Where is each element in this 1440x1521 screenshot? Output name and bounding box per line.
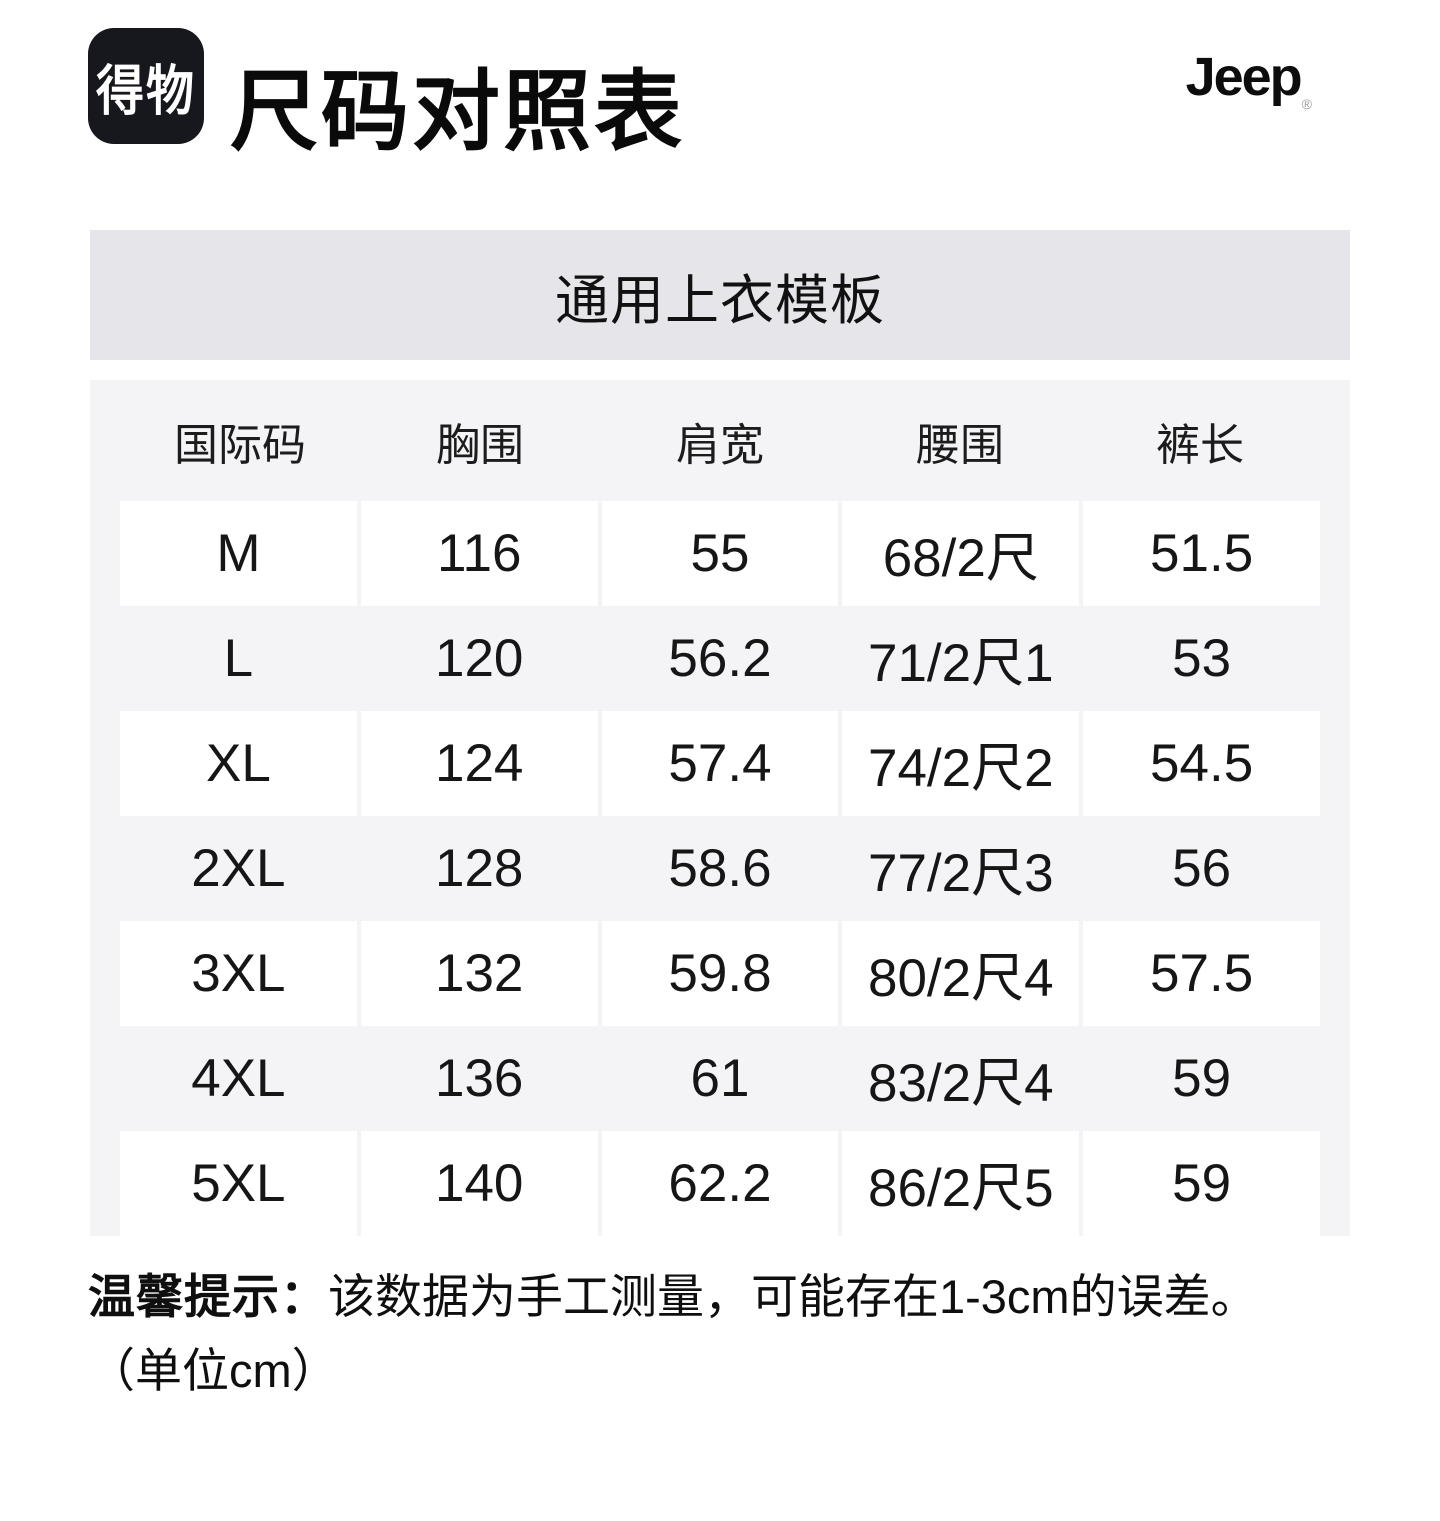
size-cell: XL xyxy=(120,711,357,816)
measurement-cell: 124 xyxy=(360,711,598,816)
measurement-cell: 51.5 xyxy=(1083,501,1320,606)
table-row: XL 124 57.4 74/2尺2 54.5 xyxy=(120,711,1320,816)
measurement-cell: 74/2尺2 xyxy=(842,711,1080,816)
measurement-cell: 59.8 xyxy=(601,921,839,1026)
column-header: 腰围 xyxy=(916,420,1004,470)
measurement-cell: 61 xyxy=(690,1049,750,1108)
note-text: 该数据为手工测量，可能存在1-3cm的误差。 xyxy=(328,1270,1258,1323)
note-label: 温馨提示： xyxy=(88,1270,328,1323)
page-title: 尺码对照表 xyxy=(230,62,686,161)
size-cell: 3XL xyxy=(120,921,357,1026)
table-body: M 116 55 68/2尺 51.5 L 120 56.2 71/2尺1 53 XL 124 57.4… xyxy=(120,501,1320,1236)
measurement-cell: 57.5 xyxy=(1083,921,1320,1026)
page-header: 得物 尺码对照表 Jeep® xyxy=(0,0,1440,156)
measurement-cell: 128 xyxy=(434,839,524,898)
column-header: 国际码 xyxy=(174,420,306,470)
measurement-cell: 116 xyxy=(360,501,598,606)
dewu-logo-text: 得物 xyxy=(95,62,196,122)
template-banner: 通用上衣模板 xyxy=(90,230,1350,360)
column-header: 裤长 xyxy=(1156,420,1244,470)
unit-line: （单位cm） xyxy=(88,1344,339,1397)
size-cell: 5XL xyxy=(120,1131,357,1236)
registered-trademark-icon: ® xyxy=(1301,96,1312,112)
table-row: 5XL 140 62.2 86/2尺5 59 xyxy=(120,1131,1320,1236)
jeep-brand-text: Jeep xyxy=(1185,47,1303,107)
measurement-cell: 57.4 xyxy=(601,711,839,816)
dewu-logo: 得物 xyxy=(88,28,204,144)
measurement-cell: 53 xyxy=(1172,629,1232,688)
measurement-cell: 132 xyxy=(360,921,598,1026)
table-row: M 116 55 68/2尺 51.5 xyxy=(120,501,1320,606)
size-cell: M xyxy=(120,501,357,606)
measurement-cell: 83/2尺4 xyxy=(867,1053,1054,1113)
measurement-cell: 62.2 xyxy=(601,1131,839,1236)
column-header: 胸围 xyxy=(436,420,524,470)
measurement-cell: 59 xyxy=(1172,1049,1232,1108)
table-row: 2XL 128 58.6 77/2尺3 56 xyxy=(120,816,1320,921)
size-cell: 2XL xyxy=(191,839,286,898)
measurement-cell: 77/2尺3 xyxy=(867,843,1054,903)
table-row: 3XL 132 59.8 80/2尺4 57.5 xyxy=(120,921,1320,1026)
table-row: 4XL 136 61 83/2尺4 59 xyxy=(120,1026,1320,1131)
size-cell: 4XL xyxy=(191,1049,286,1108)
column-header: 肩宽 xyxy=(676,420,764,470)
template-banner-title: 通用上衣模板 xyxy=(555,270,885,331)
measurement-cell: 56.2 xyxy=(668,629,772,688)
note-line: 温馨提示：该数据为手工测量，可能存在1-3cm的误差。 xyxy=(88,1264,1352,1330)
size-table: 国际码 胸围 肩宽 腰围 裤长 M 116 55 68/2尺 51.5 L 120 56.2 71/2尺… xyxy=(90,380,1350,1236)
jeep-brand-logo: Jeep® xyxy=(1186,50,1312,117)
table-row: L 120 56.2 71/2尺1 53 xyxy=(120,606,1320,711)
measurement-cell: 54.5 xyxy=(1083,711,1320,816)
measurement-cell: 68/2尺 xyxy=(842,501,1080,606)
measurement-cell: 140 xyxy=(360,1131,598,1236)
measurement-cell: 136 xyxy=(434,1049,524,1108)
measurement-cell: 55 xyxy=(601,501,839,606)
measurement-cell: 86/2尺5 xyxy=(842,1131,1080,1236)
measurement-cell: 58.6 xyxy=(668,839,772,898)
measurement-cell: 56 xyxy=(1172,839,1232,898)
measurement-cell: 80/2尺4 xyxy=(842,921,1080,1026)
measurement-cell: 59 xyxy=(1083,1131,1320,1236)
table-header: 国际码 胸围 肩宽 腰围 裤长 xyxy=(120,380,1320,501)
measurement-cell: 120 xyxy=(434,629,524,688)
measurement-cell: 71/2尺1 xyxy=(867,633,1054,693)
size-cell: L xyxy=(223,629,254,688)
footer-note: 温馨提示：该数据为手工测量，可能存在1-3cm的误差。 （单位cm） xyxy=(88,1264,1352,1404)
